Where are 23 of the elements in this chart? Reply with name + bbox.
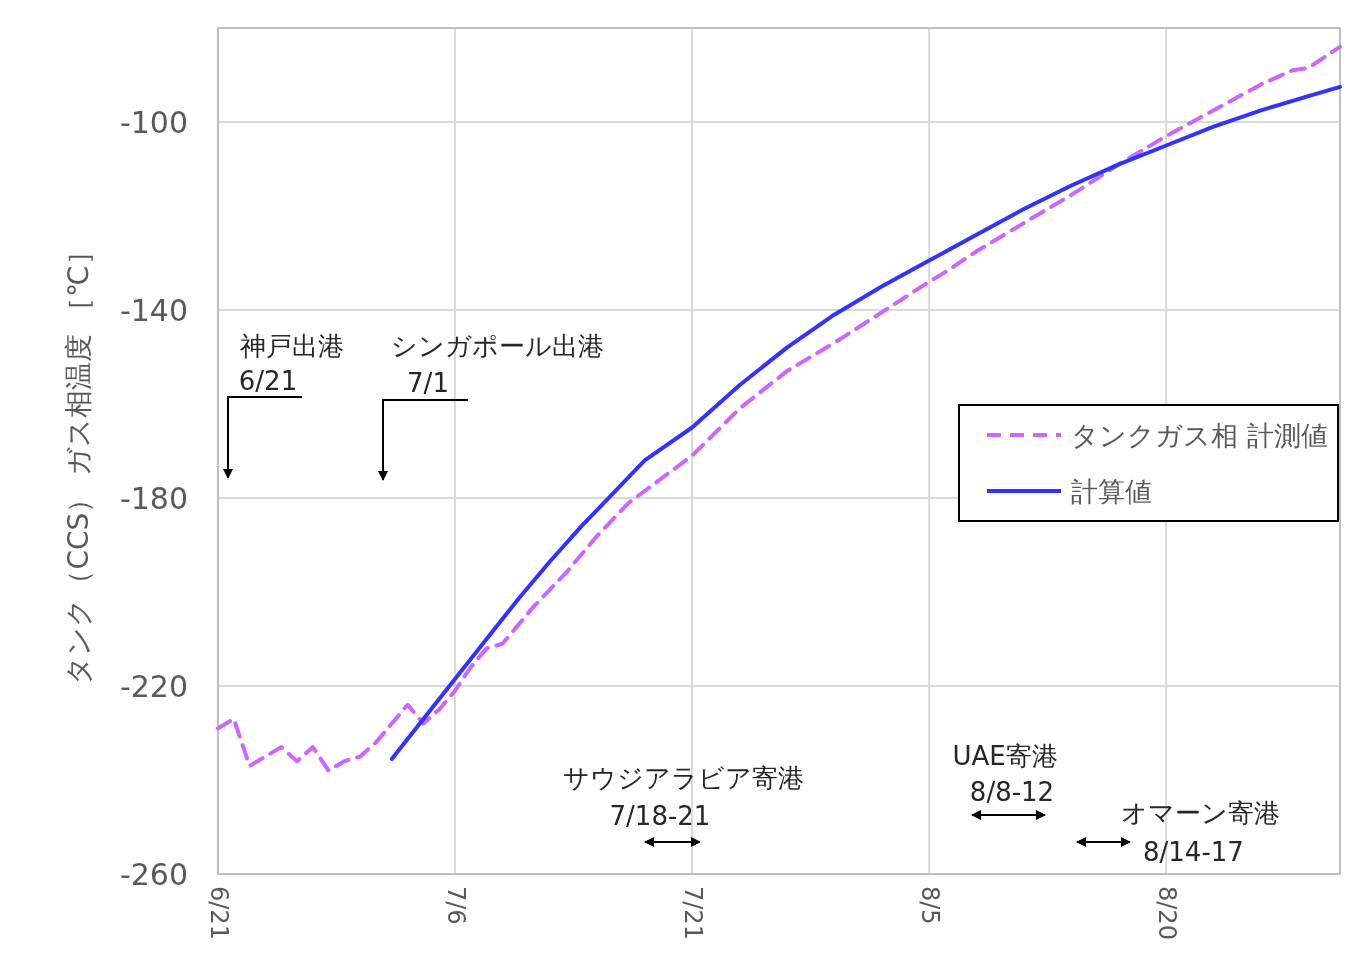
legend-label: タンクガス相 計測値 xyxy=(1071,420,1328,451)
x-tick-label: 7/21 xyxy=(679,886,708,940)
y-tick-label: -140 xyxy=(119,293,188,328)
x-tick-label: 8/20 xyxy=(1153,886,1182,940)
annotation: 8/14-17 xyxy=(1143,837,1244,867)
legend-label: 計算値 xyxy=(1071,476,1152,507)
annotation: UAE寄港 xyxy=(952,741,1058,771)
x-tick-label: 6/21 xyxy=(205,886,233,940)
annotation: 7/18-21 xyxy=(609,801,711,831)
x-tick-label: 8/5 xyxy=(916,886,945,925)
y-tick-label: -260 xyxy=(119,857,188,892)
annotation: 神戸出港 xyxy=(240,331,344,361)
annotation: サウジアラビア寄港 xyxy=(562,763,804,793)
annotation: 7/1 xyxy=(407,368,449,398)
annotation: シンガポール出港 xyxy=(390,331,604,361)
y-axis-title: タンク（CCS） ガス相温度 ［℃］ xyxy=(62,237,95,685)
y-tick-label: -220 xyxy=(119,669,188,704)
annotation: 8/8-12 xyxy=(969,777,1055,807)
y-tick-label: -100 xyxy=(119,105,188,140)
x-tick-label: 7/6 xyxy=(442,886,471,925)
annotation: 6/21 xyxy=(238,366,298,396)
annotation: オマーン寄港 xyxy=(1120,798,1280,828)
y-tick-label: -180 xyxy=(119,481,188,516)
